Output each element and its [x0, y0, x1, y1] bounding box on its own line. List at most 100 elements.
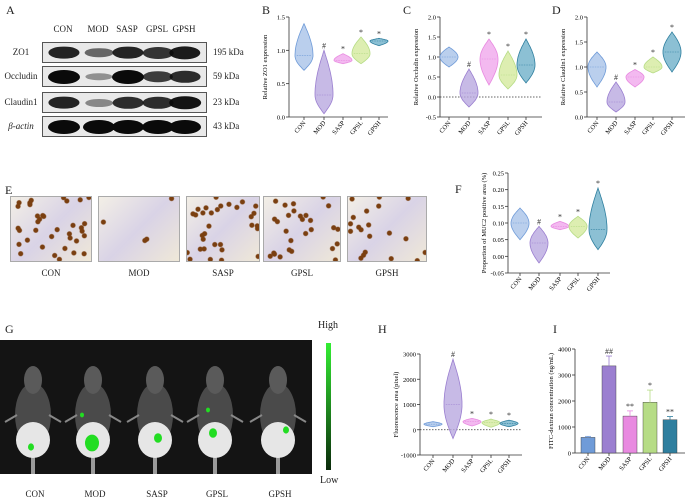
ihc-micrograph	[186, 196, 260, 262]
y-tick-label: 1.0	[575, 65, 583, 72]
protein-band	[142, 96, 174, 109]
significance-mark: *	[651, 48, 655, 57]
violin-gpsh	[369, 37, 389, 47]
protein-band	[84, 47, 114, 58]
bar-sasp	[622, 415, 638, 454]
significance-mark: *	[576, 207, 580, 216]
violin-gpsl	[351, 36, 371, 65]
x-tick-label: GPSL	[641, 120, 657, 137]
y-axis-label: FITC-dextran concentration (ng/mL)	[548, 353, 555, 449]
x-tick-label: MOD	[312, 120, 327, 136]
y-tick-label: 3000	[558, 373, 571, 380]
mouse-image	[126, 366, 184, 474]
protein-label: Occludin	[4, 71, 38, 81]
y-tick-label: 1.5	[277, 15, 285, 22]
mouse-group-label: MOD	[84, 489, 106, 499]
protein-band	[85, 98, 113, 107]
y-tick-label: 0.00	[493, 254, 504, 261]
protein-band	[142, 70, 174, 83]
molecular-weight-label: 59 kDa	[213, 71, 240, 81]
fluorescence-spot	[209, 428, 217, 438]
panel-label-f: F	[455, 182, 462, 196]
significance-mark: *	[506, 42, 510, 51]
y-tick-label: 0.0	[428, 95, 436, 102]
violin-gpsl	[568, 215, 588, 239]
fluorescence-spot	[206, 407, 210, 413]
y-tick-label: 0.10	[493, 221, 504, 228]
y-tick-label: 1.5	[575, 40, 583, 47]
x-tick-label: CON	[586, 120, 600, 135]
significance-mark: #	[614, 73, 618, 82]
mouse-image	[249, 366, 307, 474]
protein-band	[169, 95, 201, 110]
x-tick-label: CON	[293, 120, 307, 135]
x-tick-label: GPSH	[513, 120, 529, 137]
significance-mark: *	[359, 28, 363, 37]
violin-gpsh	[516, 38, 536, 84]
molecular-weight-label: 43 kDa	[213, 121, 240, 131]
significance-mark: *	[507, 411, 511, 420]
significance-mark: *	[341, 45, 345, 54]
micrograph-label: MOD	[128, 268, 150, 278]
mouse-image	[64, 366, 122, 474]
violin-gpsh	[662, 31, 682, 73]
protein-band	[83, 119, 115, 134]
panel-label-c: C	[403, 3, 412, 17]
x-tick-label: MOD	[597, 456, 612, 472]
violin-sasp	[625, 69, 645, 88]
molecular-weight-label: 195 kDa	[213, 47, 244, 57]
lane-label: SASP	[116, 24, 138, 34]
protein-band	[112, 96, 144, 109]
y-tick-label: -0.5	[426, 115, 436, 122]
x-tick-label: MOD	[441, 458, 456, 474]
mouse-image	[4, 366, 62, 474]
significance-mark: **	[666, 408, 674, 417]
fluorescence-spot	[80, 412, 84, 418]
violin-con	[587, 51, 607, 88]
panel-label-d: D	[552, 3, 561, 17]
x-tick-label: MOD	[527, 276, 542, 292]
ihc-micrograph	[347, 196, 427, 262]
violin-gpsh	[588, 186, 608, 251]
fluorescence-spot	[28, 443, 34, 451]
violin-con	[439, 46, 459, 68]
x-tick-label: GPSH	[366, 120, 382, 137]
x-tick-label: GPSH	[659, 120, 675, 137]
y-tick-label: 0.5	[277, 81, 285, 88]
micrograph-label: GPSL	[290, 268, 314, 278]
y-tick-label: 2.0	[575, 15, 583, 22]
panel-label-g: G	[5, 322, 14, 336]
y-axis-label: Proportion of MUC2 positive area (%)	[481, 173, 488, 274]
violin-sasp	[550, 220, 570, 231]
ihc-micrograph	[10, 196, 92, 262]
x-tick-label: GPSL	[349, 120, 365, 137]
y-tick-label: 0.20	[493, 187, 504, 194]
in-vivo-imaging	[0, 340, 312, 474]
protein-band	[112, 69, 144, 84]
x-tick-label: CON	[577, 456, 591, 471]
x-tick-label: SASP	[623, 119, 639, 136]
x-tick-label: GPSL	[638, 456, 654, 473]
x-tick-label: SASP	[548, 275, 564, 292]
blot-strip	[42, 42, 207, 63]
protein-band	[112, 46, 144, 59]
significance-mark: *	[596, 179, 600, 188]
x-tick-label: GPSH	[585, 276, 601, 293]
x-tick-label: GPSL	[566, 276, 582, 293]
x-tick-label: SASP	[618, 455, 634, 472]
bar-con	[580, 437, 596, 454]
lane-label: MOD	[87, 24, 109, 34]
y-tick-label: 4000	[558, 347, 571, 354]
protein-band	[48, 46, 80, 59]
micrograph-label: CON	[41, 268, 61, 278]
y-tick-label: -1000	[401, 453, 416, 460]
violin-sasp	[333, 53, 353, 65]
ihc-micrograph	[98, 196, 180, 262]
significance-mark: *	[487, 30, 491, 39]
chart-c: -0.5 0.0 0.5 1.0 1.5 2.0 Relative Occludin exp…	[413, 15, 542, 137]
protein-band	[48, 119, 80, 134]
significance-mark: ##	[605, 347, 613, 356]
x-tick-label: SASP	[331, 119, 347, 136]
x-tick-label: CON	[438, 120, 452, 135]
x-tick-label: CON	[422, 458, 436, 473]
